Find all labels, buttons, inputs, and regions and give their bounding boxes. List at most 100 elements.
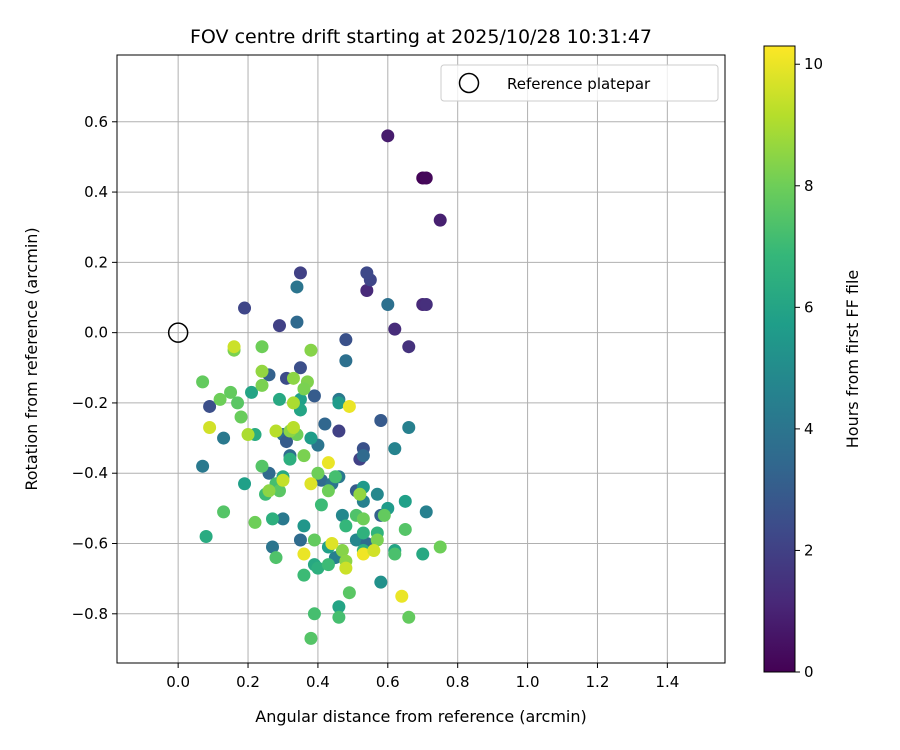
data-point <box>286 371 300 385</box>
data-point <box>196 375 210 389</box>
data-point <box>245 385 259 399</box>
data-point <box>381 129 395 143</box>
data-point <box>370 533 384 547</box>
colorbar-ticks: 0 2 4 6 8 10 <box>795 55 823 681</box>
colorbar-tick-label: 0 <box>804 663 814 681</box>
data-point <box>269 424 283 438</box>
y-tick-label: −0.2 <box>72 394 108 412</box>
legend-reference-label: Reference platepar <box>507 75 651 93</box>
data-point <box>304 431 318 445</box>
colorbar-tick-label: 4 <box>804 420 814 438</box>
data-point <box>307 533 321 547</box>
data-point <box>339 354 353 368</box>
data-point <box>356 547 370 561</box>
data-point <box>231 396 245 410</box>
data-point <box>311 466 325 480</box>
data-point <box>332 396 346 410</box>
data-point <box>339 519 353 533</box>
colorbar-label: Hours from first FF file <box>843 270 862 449</box>
data-point <box>213 392 227 406</box>
data-point <box>217 505 231 519</box>
data-point <box>265 540 279 554</box>
data-point <box>276 473 290 487</box>
data-point <box>272 484 286 498</box>
data-point <box>279 435 293 449</box>
x-tick-label: 1.2 <box>586 673 610 691</box>
colorbar: 0 2 4 6 8 10 Hours from first FF file <box>763 45 862 681</box>
data-point <box>419 505 433 519</box>
data-point <box>360 266 374 280</box>
data-point <box>370 487 384 501</box>
data-point <box>199 529 213 543</box>
data-point <box>307 389 321 403</box>
data-point <box>269 551 283 565</box>
x-tick-label: 0.6 <box>376 673 400 691</box>
data-point <box>272 392 286 406</box>
data-point <box>196 459 210 473</box>
legend-reference-icon <box>458 72 480 94</box>
data-point <box>388 322 402 336</box>
data-point <box>321 456 335 470</box>
data-point <box>321 484 335 498</box>
data-point <box>402 421 416 435</box>
data-point <box>318 417 332 431</box>
data-point <box>374 414 388 428</box>
colorbar-frame <box>763 45 796 673</box>
data-point <box>356 512 370 526</box>
data-point <box>353 487 367 501</box>
data-point <box>402 340 416 354</box>
data-point <box>297 519 311 533</box>
data-point <box>297 547 311 561</box>
data-point <box>224 385 238 399</box>
data-point <box>276 512 290 526</box>
data-point <box>265 512 279 526</box>
data-point <box>342 586 356 600</box>
y-tick-label: −0.4 <box>72 464 108 482</box>
colorbar-tick-label: 2 <box>804 541 814 559</box>
data-point <box>238 477 252 491</box>
y-axis: −0.8 −0.6 −0.4 −0.2 0.0 0.2 0.4 0.6 <box>72 113 117 623</box>
data-point <box>304 343 318 357</box>
data-point <box>248 515 262 529</box>
data-point <box>307 607 321 621</box>
data-point <box>234 410 248 424</box>
colorbar-tick-label: 10 <box>804 55 823 73</box>
data-point <box>290 280 304 294</box>
data-point <box>283 452 297 466</box>
plot-frame <box>116 54 726 664</box>
data-point <box>342 399 356 413</box>
data-point <box>419 171 433 185</box>
y-tick-label: 0.0 <box>84 324 108 342</box>
y-tick-label: 0.6 <box>84 113 108 131</box>
data-point <box>356 526 370 540</box>
scatter-points <box>196 129 447 645</box>
data-point <box>255 364 269 378</box>
x-axis-label: Angular distance from reference (arcmin) <box>255 707 586 726</box>
data-point <box>377 508 391 522</box>
x-tick-label: 0.2 <box>236 673 260 691</box>
data-point <box>419 298 433 312</box>
data-point <box>374 575 388 589</box>
data-point <box>272 319 286 333</box>
data-point <box>395 589 409 603</box>
data-point <box>339 561 353 575</box>
data-point <box>311 561 325 575</box>
x-tick-label: 0.0 <box>166 673 190 691</box>
y-tick-label: 0.2 <box>84 253 108 271</box>
colorbar-gradient <box>764 46 795 672</box>
legend-box <box>440 64 719 102</box>
data-point <box>339 333 353 347</box>
y-tick-label: 0.4 <box>84 183 108 201</box>
data-point <box>402 610 416 624</box>
data-point <box>227 340 241 354</box>
grid <box>117 55 725 663</box>
chart-title: FOV centre drift starting at 2025/10/28 … <box>190 26 652 48</box>
data-point <box>238 301 252 315</box>
data-point <box>332 600 346 614</box>
data-point <box>367 544 381 558</box>
legend: Reference platepar <box>440 64 719 102</box>
data-point <box>381 298 395 312</box>
data-point <box>262 484 276 498</box>
